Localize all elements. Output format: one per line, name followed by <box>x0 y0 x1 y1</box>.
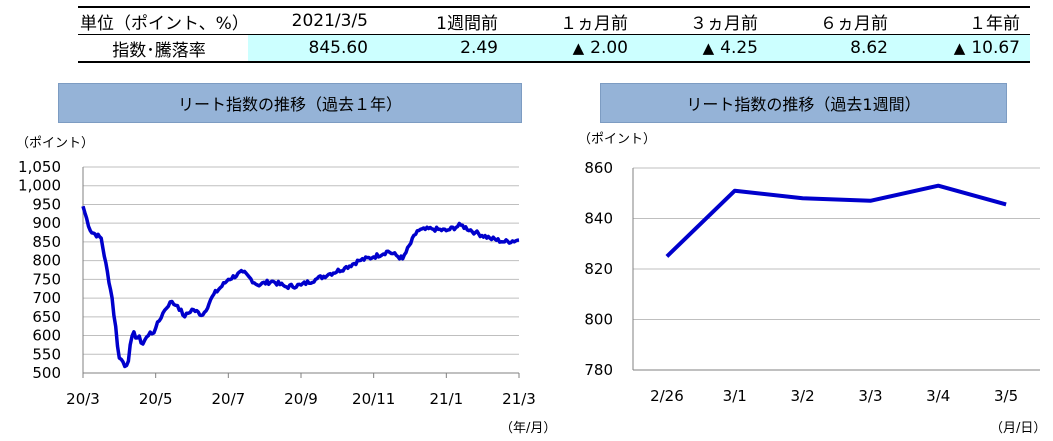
summary-value-text: 2.00 <box>590 38 628 58</box>
summary-1week-header: 1週間前 <box>378 6 508 35</box>
y-tick-label: 800 <box>584 311 613 329</box>
summary-3month-header: ３ヵ月前 <box>638 6 768 35</box>
summary-value-row: 指数･騰落率 845.60 2.49 ▲ 2.00 ▲ 4.25 8.62 ▲ 10.… <box>78 34 1030 63</box>
summary-value-text: 10.67 <box>971 38 1020 58</box>
summary-row-label: 指数･騰落率 <box>78 34 248 63</box>
summary-value-text: 8.62 <box>850 38 888 58</box>
summary-mark: ▲ <box>702 39 715 57</box>
x-tick-label: 3/4 <box>926 387 950 405</box>
y-axis-unit: （ポイント） <box>578 132 656 147</box>
y-tick-label: 840 <box>584 210 613 228</box>
series-line-week <box>665 183 1007 258</box>
summary-value-3month: ▲ 4.25 <box>638 34 768 63</box>
chart-year-title: リート指数の推移（過去１年） <box>58 83 522 123</box>
summary-6month-header: ６ヵ月前 <box>768 6 898 35</box>
x-tick-label: 20/5 <box>139 390 173 408</box>
summary-unit-header: 単位（ポイント、%） <box>78 6 249 35</box>
y-tick-label: 950 <box>32 195 61 213</box>
summary-header-row: 単位（ポイント、%） 2021/3/5 1週間前 １ヵ月前 ３ヵ月前 ６ヵ月前 … <box>78 6 1030 35</box>
series-line-year <box>81 205 520 369</box>
x-tick-label: 21/1 <box>429 390 463 408</box>
y-tick-label: 780 <box>584 361 613 379</box>
x-axis-unit: （月/日） <box>990 421 1046 436</box>
x-tick-label: 20/11 <box>352 390 395 408</box>
y-tick-label: 1,050 <box>18 158 61 176</box>
summary-table: 単位（ポイント、%） 2021/3/5 1週間前 １ヵ月前 ３ヵ月前 ６ヵ月前 … <box>78 6 1030 63</box>
y-tick-label: 650 <box>32 308 61 326</box>
summary-value-1week: 2.49 <box>378 34 508 63</box>
summary-value-text: 4.25 <box>720 38 758 58</box>
summary-date-header: 2021/3/5 <box>248 6 378 35</box>
y-tick-label: 860 <box>584 159 613 177</box>
x-tick-label: 3/1 <box>723 387 747 405</box>
x-tick-label: 20/7 <box>211 390 245 408</box>
summary-value-current: 845.60 <box>248 34 378 63</box>
summary-value-1year: ▲ 10.67 <box>898 34 1030 63</box>
summary-value-text: 845.60 <box>308 38 368 58</box>
x-tick-label: 3/3 <box>858 387 882 405</box>
y-tick-label: 700 <box>32 289 61 307</box>
summary-mark: ▲ <box>572 39 585 57</box>
summary-value-text: 2.49 <box>460 38 498 58</box>
summary-value-1month: ▲ 2.00 <box>508 34 638 63</box>
y-tick-label: 800 <box>32 252 61 270</box>
x-tick-label: 3/5 <box>994 387 1018 405</box>
summary-1month-header: １ヵ月前 <box>508 6 638 35</box>
y-tick-label: 850 <box>32 233 61 251</box>
y-tick-label: 600 <box>32 327 61 345</box>
x-tick-label: 20/9 <box>284 390 318 408</box>
summary-mark: ▲ <box>953 39 966 57</box>
summary-value-6month: 8.62 <box>768 34 898 63</box>
y-tick-label: 900 <box>32 214 61 232</box>
y-axis-unit: （ポイント） <box>16 136 94 151</box>
x-axis-unit: （年/月） <box>500 421 556 436</box>
x-tick-label: 3/2 <box>791 387 815 405</box>
chart-week-title: リート指数の推移（過去1週間） <box>600 83 1007 123</box>
y-tick-label: 550 <box>32 345 61 363</box>
y-tick-label: 1,000 <box>18 177 61 195</box>
x-tick-label: 20/3 <box>66 390 100 408</box>
summary-1year-header: １年前 <box>898 6 1030 35</box>
x-tick-label: 21/3 <box>502 390 536 408</box>
y-tick-label: 820 <box>584 260 613 278</box>
x-tick-label: 2/26 <box>650 387 684 405</box>
y-tick-label: 750 <box>32 270 61 288</box>
y-tick-label: 500 <box>32 364 61 382</box>
